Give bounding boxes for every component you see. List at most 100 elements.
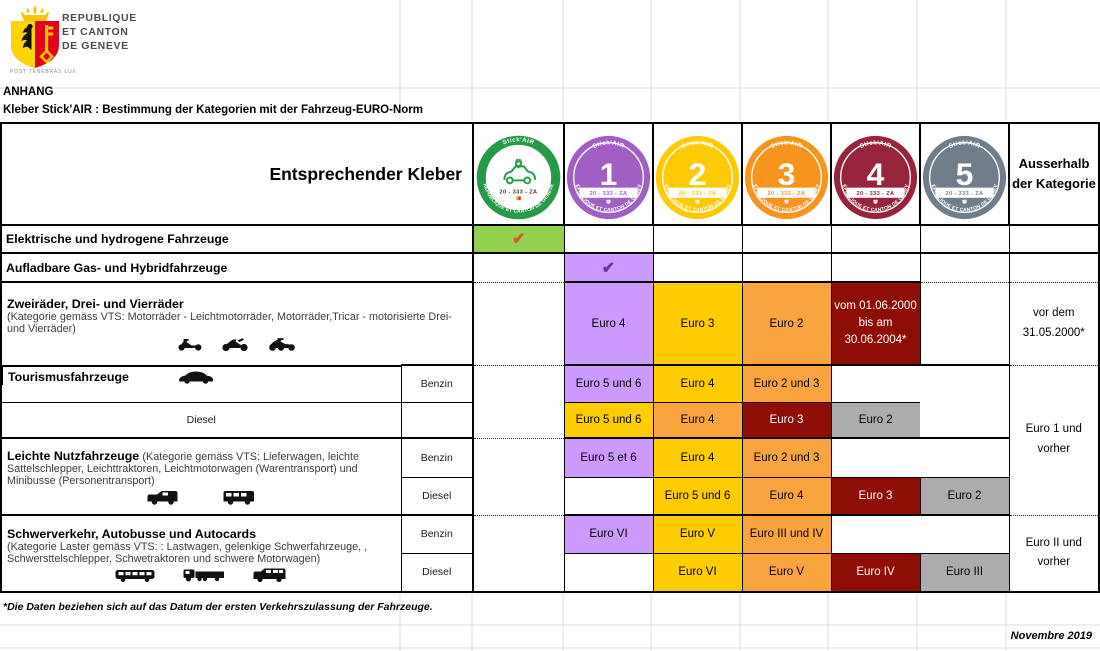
fuel-benzin-leichte: Benzin bbox=[400, 437, 473, 477]
stickair-electric-badge: Stick'AIR 20 - 333 - ZA RÉPUBLIQUE ET CA… bbox=[476, 135, 561, 219]
svg-text:Stick'AIR: Stick'AIR bbox=[859, 139, 893, 150]
svg-text:5: 5 bbox=[956, 156, 974, 192]
sticker-header-electric: Stick'AIR 20 - 333 - ZA RÉPUBLIQUE ET CA… bbox=[472, 122, 564, 225]
car-icon bbox=[178, 371, 213, 384]
cell-tourismus-diesel-cat2: Euro 5 und 6 bbox=[563, 401, 653, 438]
stickair-2-badge: Stick'AIR 2 20 - 333 - ZA RÉPUBLIQUE ET … bbox=[655, 134, 740, 219]
document-date: Novembre 2019 bbox=[1010, 630, 1092, 642]
category-title: Schwerverkehr, Autobusse und Autocards bbox=[7, 526, 257, 541]
svg-text:3: 3 bbox=[778, 156, 796, 192]
cell-empty bbox=[652, 224, 742, 253]
cell-empty bbox=[830, 224, 920, 253]
category-title: Leichte Nutzfahrzeuge bbox=[7, 449, 140, 463]
anhang-heading: ANHANG bbox=[3, 86, 54, 98]
sticker-header-5: Stick'AIR 5 20 - 333 - ZA RÉPUBLIQUE ET … bbox=[919, 122, 1009, 225]
cell-empty bbox=[830, 437, 1009, 477]
cell-leichte-benzin-cat3: Euro 2 und 3 bbox=[741, 437, 831, 477]
row-label-zweirader: Zweiräder, Drei- und Vierräder (Kategori… bbox=[0, 281, 473, 365]
cell-electric-check: ✔ bbox=[472, 224, 564, 253]
cell-tourismus-diesel-cat3: Euro 4 bbox=[652, 401, 742, 438]
cell-schwer-benzin-cat2: Euro V bbox=[652, 514, 742, 553]
sticker-header-2: Stick'AIR 2 20 - 333 - ZA RÉPUBLIQUE ET … bbox=[652, 122, 742, 225]
svg-text:Stick'AIR: Stick'AIR bbox=[502, 136, 536, 146]
cell-schwer-benzin-cat3: Euro III und IV bbox=[741, 514, 831, 553]
cell-schwer-diesel-cat4: Euro IV bbox=[830, 552, 920, 592]
document-title: Kleber Stick'AIR : Bestimmung der Katego… bbox=[3, 104, 423, 116]
cell-empty bbox=[1008, 224, 1099, 253]
svg-text:Stick'AIR: Stick'AIR bbox=[592, 139, 626, 150]
quad-icon bbox=[269, 338, 295, 351]
cell-leichte-diesel-cat5: Euro 2 bbox=[919, 476, 1009, 515]
cell-empty bbox=[830, 252, 920, 282]
electric-car-icon bbox=[503, 158, 536, 184]
cell-empty bbox=[919, 281, 1009, 365]
leichte-icons bbox=[7, 489, 396, 505]
cell-leichte-diesel-cat4: Euro 3 bbox=[830, 476, 920, 515]
fuel-benzin-schwer: Benzin bbox=[400, 514, 473, 553]
cell-empty bbox=[1008, 252, 1099, 282]
category-subtitle: (Kategorie gemäss VTS: Lieferwagen, leic… bbox=[7, 451, 360, 487]
footnote: *Die Daten beziehen sich auf das Datum d… bbox=[3, 601, 433, 613]
cell-empty bbox=[830, 514, 1009, 553]
cell-hybrid-check: ✔ bbox=[563, 252, 653, 282]
category-subtitle: (Kategorie gemäss VTS: Motorräder - Leic… bbox=[7, 311, 452, 335]
svg-text:20 - 333 - ZA: 20 - 333 - ZA bbox=[500, 189, 538, 195]
fuel-diesel-leichte: Diesel bbox=[400, 476, 473, 515]
cell-schwer-outside: Euro II und vorher bbox=[1008, 514, 1099, 592]
stickair-4-badge: Stick'AIR 4 20 - 333 - ZA RÉPUBLIQUE ET … bbox=[833, 134, 918, 219]
scooter-icon bbox=[178, 339, 202, 351]
svg-text:20 - 333 - ZA: 20 - 333 - ZA bbox=[857, 190, 895, 196]
cell-tourismus-leichte-outside: Euro 1 und vorher bbox=[1008, 364, 1099, 515]
cell-schwer-benzin-cat1: Euro VI bbox=[563, 514, 653, 553]
cell-zweirader-cat3: Euro 2 bbox=[741, 281, 831, 365]
svg-text:2: 2 bbox=[689, 156, 707, 192]
cell-zweirader-cat1: Euro 4 bbox=[563, 281, 653, 365]
cell-empty bbox=[472, 514, 564, 592]
category-title: Tourismusfahrzeuge bbox=[8, 369, 129, 384]
truck-icon bbox=[183, 569, 225, 581]
cell-empty bbox=[919, 252, 1009, 282]
sticker-header-1: Stick'AIR 1 20 - 333 - ZA RÉPUBLIQUE ET … bbox=[563, 122, 653, 225]
row-label-schwer: Schwerverkehr, Autobusse und Autocards (… bbox=[0, 514, 401, 592]
stickair-5-badge: Stick'AIR 5 20 - 333 - ZA RÉPUBLIQUE ET … bbox=[922, 134, 1007, 219]
outside-category-header: Ausserhalb der Kategorie bbox=[1008, 122, 1099, 225]
svg-text:Stick'AIR: Stick'AIR bbox=[948, 139, 982, 150]
cell-leichte-diesel-cat2: Euro 5 und 6 bbox=[652, 476, 742, 515]
cell-zweirader-cat4: vom 01.06.2000 bis am 30.06.2004* bbox=[830, 281, 920, 365]
bus-icon bbox=[115, 569, 155, 582]
cell-empty bbox=[830, 364, 1009, 402]
cell-empty bbox=[919, 224, 1009, 253]
cell-empty bbox=[472, 364, 564, 438]
row-label-electric: Elektrische und hydrogene Fahrzeuge bbox=[0, 224, 473, 253]
svg-text:20 - 333 - ZA: 20 - 333 - ZA bbox=[590, 190, 628, 196]
cell-schwer-diesel-cat3: Euro V bbox=[741, 552, 831, 592]
sticker-header-4: Stick'AIR 4 20 - 333 - ZA RÉPUBLIQUE ET … bbox=[830, 122, 920, 225]
kleber-header: Entsprechender Kleber bbox=[0, 122, 473, 225]
cell-tourismus-benzin-cat2: Euro 4 bbox=[652, 364, 742, 402]
cell-tourismus-diesel-cat4: Euro 3 bbox=[741, 401, 831, 438]
sticker-header-3: Stick'AIR 3 20 - 333 - ZA RÉPUBLIQUE ET … bbox=[741, 122, 831, 225]
motorcycle-icon bbox=[222, 338, 248, 351]
cell-empty bbox=[652, 252, 742, 282]
cell-tourismus-benzin-cat1: Euro 5 und 6 bbox=[563, 364, 653, 402]
cell-schwer-diesel-cat2: Euro VI bbox=[652, 552, 742, 592]
camper-icon bbox=[253, 568, 286, 582]
cell-tourismus-diesel-cat5: Euro 2 bbox=[830, 401, 920, 438]
motto-text: POST TENEBRAS LUX bbox=[10, 69, 77, 75]
cell-tourismus-benzin-cat3: Euro 2 und 3 bbox=[741, 364, 831, 402]
fuel-diesel-schwer: Diesel bbox=[400, 552, 473, 592]
cell-empty bbox=[472, 252, 564, 282]
cell-leichte-benzin-cat1: Euro 5 et 6 bbox=[563, 437, 653, 477]
cell-empty bbox=[563, 476, 653, 515]
cell-empty bbox=[741, 224, 831, 253]
row-label-hybrid: Aufladbare Gas- und Hybridfahrzeuge bbox=[0, 252, 473, 282]
cell-empty bbox=[400, 401, 473, 438]
svg-text:Stick'AIR: Stick'AIR bbox=[770, 139, 804, 150]
stickair-3-badge: Stick'AIR 3 20 - 333 - ZA RÉPUBLIQUE ET … bbox=[744, 134, 829, 219]
schwer-icons bbox=[7, 567, 396, 582]
minibus-icon bbox=[223, 491, 255, 505]
svg-text:4: 4 bbox=[867, 156, 885, 192]
cell-schwer-diesel-cat5: Euro III bbox=[919, 552, 1009, 592]
